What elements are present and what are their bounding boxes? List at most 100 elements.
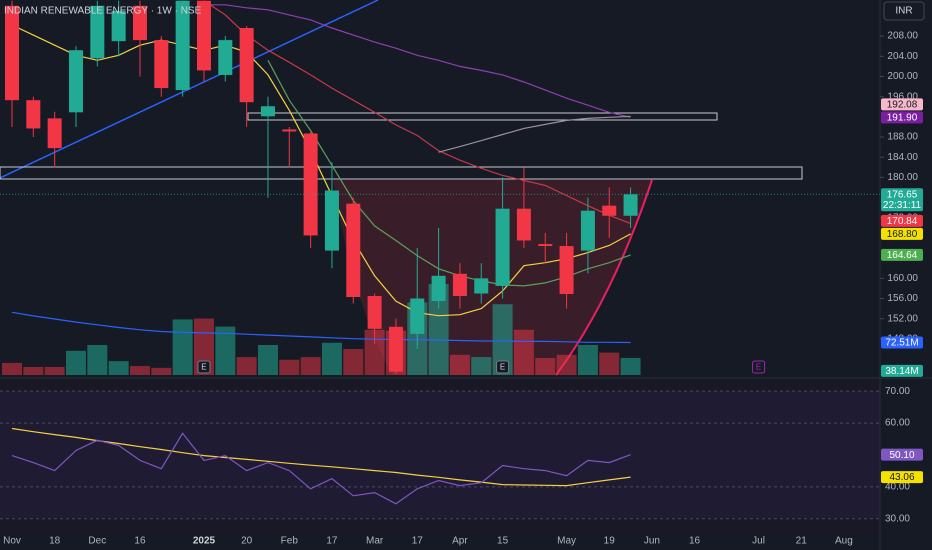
chart-title: INDIAN RENEWABLE ENERGY · 1W · NSE [4, 6, 202, 17]
volume-bar [577, 344, 598, 375]
price-label: 192.08 [887, 99, 918, 110]
price-label-box [881, 364, 923, 377]
x-tick-label: 17 [412, 536, 424, 547]
candle-body [196, 0, 211, 71]
rsi-ma [11, 427, 631, 487]
price-label: 43.06 [889, 472, 914, 483]
y-tick-label: 180.00 [887, 172, 918, 183]
volume-bar [599, 352, 620, 375]
candle-body [218, 40, 233, 75]
candle-body [68, 50, 83, 113]
candle-body [431, 275, 446, 302]
candle-body [282, 129, 297, 132]
price-label-box [881, 448, 923, 461]
y-tick-label: 156.00 [887, 293, 918, 304]
volume-bar [108, 361, 129, 375]
candle-body [47, 118, 62, 149]
candle-body [324, 190, 339, 251]
price-label-box [881, 214, 923, 227]
candle-body [26, 100, 41, 129]
rsi-line [11, 432, 631, 505]
x-tick-label: May [557, 536, 576, 547]
x-tick-label: Aug [835, 536, 853, 547]
x-tick-label: Feb [281, 536, 299, 547]
candle-body [175, 0, 190, 91]
x-tick-label: 20 [241, 536, 253, 547]
candle-body [388, 326, 403, 372]
y-tick-label: 70.00 [885, 386, 910, 397]
candle-body [580, 210, 595, 251]
x-tick-label: 16 [134, 536, 146, 547]
zone-box [0, 166, 803, 180]
volume-bar [449, 354, 470, 375]
x-tick-label: Jul [752, 536, 765, 547]
volume-bar [172, 319, 193, 375]
candle-body [132, 5, 147, 41]
volume-bar [151, 367, 172, 375]
x-tick-label: 2025 [193, 536, 216, 547]
candle-body [538, 244, 553, 247]
moving-average [204, 4, 631, 118]
volume-bar [428, 284, 449, 375]
volume-bar [87, 344, 108, 375]
price-label: 170.84 [887, 216, 918, 227]
y-tick-label: 30.00 [885, 513, 910, 524]
y-tick-label: 160.00 [887, 273, 918, 284]
zone-box [247, 112, 718, 121]
moving-average [11, 24, 631, 317]
y-tick-label: 40.00 [885, 482, 910, 493]
volume-bar [129, 366, 150, 375]
volume-bar [364, 329, 385, 375]
candle-body [111, 10, 126, 42]
volume-bar [215, 326, 236, 375]
price-label-box [881, 248, 923, 261]
moving-average [203, 0, 631, 225]
candle-body [559, 246, 574, 294]
volume-bar [65, 350, 86, 375]
candle-body [623, 194, 638, 216]
price-label: 50.10 [889, 450, 914, 461]
volume-bar [257, 344, 278, 375]
event-label: E [756, 363, 761, 372]
candle-body [367, 296, 382, 329]
candle-body [303, 133, 318, 236]
candle-body [154, 40, 169, 89]
price-label: 176.65 [887, 189, 918, 200]
volume-bar [44, 366, 65, 375]
price-label-box [881, 98, 923, 111]
price-label: 191.90 [887, 112, 918, 123]
candle-body [495, 208, 510, 286]
volume-ma [11, 311, 631, 344]
candle-body [452, 273, 467, 297]
x-tick-label: 18 [49, 536, 61, 547]
y-tick-label: 188.00 [887, 132, 918, 143]
volume-bar [471, 357, 492, 375]
currency: INR [895, 6, 912, 17]
volume-bar [300, 357, 321, 375]
y-tick-label: 196.00 [887, 91, 918, 102]
candle-body [516, 208, 531, 241]
event-marker [752, 360, 766, 374]
candle-body [602, 205, 617, 216]
x-tick-label: Mar [366, 536, 384, 547]
price-label-box [881, 336, 923, 349]
y-tick-label: 204.00 [887, 51, 918, 62]
price-label-box [881, 471, 923, 484]
x-tick-label: Dec [88, 536, 106, 547]
rsi-plot [11, 427, 631, 505]
price-pane [0, 0, 880, 376]
x-tick-label: 21 [796, 536, 808, 547]
x-tick-label: Nov [3, 536, 21, 547]
y-tick-label: 208.00 [887, 31, 918, 42]
currency-box[interactable] [883, 1, 925, 21]
price-label-box [881, 227, 923, 240]
candle-body [90, 5, 105, 59]
x-tick-label: Apr [452, 536, 468, 547]
candle-body [260, 106, 275, 117]
volume-bar [23, 366, 44, 375]
volume-bar [492, 304, 513, 375]
y-tick-label: 152.00 [887, 313, 918, 324]
moving-average [438, 115, 631, 153]
candle-body [5, 5, 19, 101]
